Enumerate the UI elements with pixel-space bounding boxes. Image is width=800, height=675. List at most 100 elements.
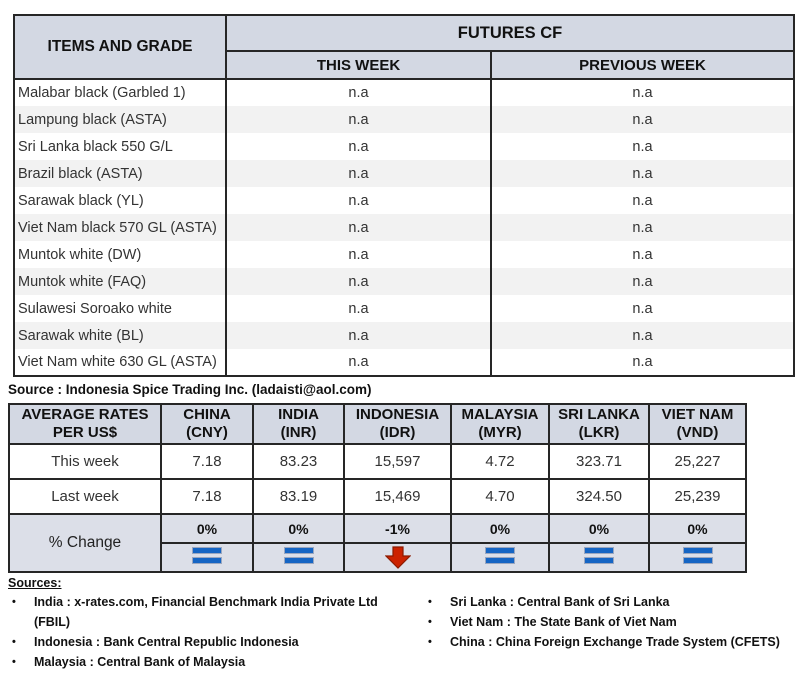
item-cell: Lampung black (ASTA) bbox=[13, 106, 227, 133]
rate-cell: 83.19 bbox=[252, 478, 345, 515]
source-note: Source : Indonesia Spice Trading Inc. (l… bbox=[8, 382, 372, 397]
rates-header-line1: AVERAGE RATES bbox=[21, 406, 149, 423]
source-item: • Malaysia : Central Bank of Malaysia bbox=[8, 652, 416, 672]
pct-cell: 0% bbox=[160, 513, 254, 544]
item-cell: Malabar black (Garbled 1) bbox=[13, 79, 227, 106]
item-cell: Muntok white (FAQ) bbox=[13, 268, 227, 295]
rate-cell: 7.18 bbox=[160, 443, 254, 480]
previous-week-cell: n.a bbox=[490, 295, 795, 322]
table-row: Sarawak black (YL) n.a n.a bbox=[13, 187, 795, 214]
country-header-sri-lanka: SRI LANKA (LKR) bbox=[548, 403, 650, 445]
sources-heading: Sources: bbox=[8, 576, 62, 590]
sources-list-left: • India : x-rates.com, Financial Benchmar… bbox=[8, 592, 416, 672]
trend-cell bbox=[252, 542, 345, 573]
this-week-cell: n.a bbox=[225, 322, 492, 349]
trend-cell bbox=[160, 542, 254, 573]
item-cell: Sulawesi Soroako white bbox=[13, 295, 227, 322]
previous-week-cell: n.a bbox=[490, 160, 795, 187]
rate-cell: 324.50 bbox=[548, 478, 650, 515]
this-week-cell: n.a bbox=[225, 295, 492, 322]
previous-week-cell: n.a bbox=[490, 106, 795, 133]
previous-week-cell: n.a bbox=[490, 241, 795, 268]
table-row: Sri Lanka black 550 G/L n.a n.a bbox=[13, 133, 795, 160]
rate-cell: 25,227 bbox=[648, 443, 747, 480]
rate-cell: 4.72 bbox=[450, 443, 550, 480]
source-item: • Viet Nam : The State Bank of Viet Nam bbox=[424, 612, 794, 632]
item-cell: Muntok white (DW) bbox=[13, 241, 227, 268]
country-header-china: CHINA (CNY) bbox=[160, 403, 254, 445]
rate-cell: 323.71 bbox=[548, 443, 650, 480]
futures-cf-header: FUTURES CF bbox=[225, 14, 795, 52]
pct-cell: -1% bbox=[343, 513, 452, 544]
equal-icon bbox=[192, 546, 222, 564]
previous-week-cell: n.a bbox=[490, 133, 795, 160]
row-label: Last week bbox=[8, 478, 162, 515]
bullet-icon: • bbox=[12, 636, 16, 648]
pct-cell: 0% bbox=[252, 513, 345, 544]
item-cell: Viet Nam white 630 GL (ASTA) bbox=[13, 349, 227, 376]
sources-list-right: • Sri Lanka : Central Bank of Sri Lanka •… bbox=[416, 592, 794, 672]
rates-corner-header: AVERAGE RATES PER US$ bbox=[8, 403, 162, 445]
table-row: Sulawesi Soroako white n.a n.a bbox=[13, 295, 795, 322]
trend-cell bbox=[343, 542, 452, 573]
country-header-viet-nam: VIET NAM (VND) bbox=[648, 403, 747, 445]
table-row: Malabar black (Garbled 1) n.a n.a bbox=[13, 79, 795, 106]
previous-week-cell: n.a bbox=[490, 214, 795, 241]
table-row: Muntok white (DW) n.a n.a bbox=[13, 241, 795, 268]
bullet-icon: • bbox=[12, 596, 16, 608]
this-week-row: This week 7.18 83.23 15,597 4.72 323.71 … bbox=[8, 443, 747, 480]
previous-week-cell: n.a bbox=[490, 349, 795, 376]
rate-cell: 7.18 bbox=[160, 478, 254, 515]
pct-cell: 0% bbox=[450, 513, 550, 544]
this-week-cell: n.a bbox=[225, 187, 492, 214]
pct-change-row: % Change 0% 0% -1% 0% 0% 0% bbox=[8, 513, 747, 573]
country-header-malaysia: MALAYSIA (MYR) bbox=[450, 403, 550, 445]
rate-cell: 25,239 bbox=[648, 478, 747, 515]
row-label: This week bbox=[8, 443, 162, 480]
previous-week-cell: n.a bbox=[490, 79, 795, 106]
this-week-cell: n.a bbox=[225, 268, 492, 295]
this-week-cell: n.a bbox=[225, 214, 492, 241]
equal-icon bbox=[584, 546, 614, 564]
item-cell: Viet Nam black 570 GL (ASTA) bbox=[13, 214, 227, 241]
table-row: Sarawak white (BL) n.a n.a bbox=[13, 322, 795, 349]
country-header-indonesia: INDONESIA (IDR) bbox=[343, 403, 452, 445]
average-rates-table: AVERAGE RATES PER US$ CHINA (CNY) INDIA … bbox=[8, 403, 747, 573]
bullet-icon: • bbox=[428, 636, 432, 648]
table-row: Brazil black (ASTA) n.a n.a bbox=[13, 160, 795, 187]
source-item: • Indonesia : Bank Central Republic Indon… bbox=[8, 632, 416, 652]
table-row: Viet Nam black 570 GL (ASTA) n.a n.a bbox=[13, 214, 795, 241]
previous-week-header: PREVIOUS WEEK bbox=[490, 50, 795, 80]
trend-cell bbox=[648, 542, 747, 573]
this-week-cell: n.a bbox=[225, 133, 492, 160]
rates-header-line2: PER US$ bbox=[52, 424, 118, 441]
previous-week-cell: n.a bbox=[490, 268, 795, 295]
item-cell: Sarawak black (YL) bbox=[13, 187, 227, 214]
items-and-grade-header: ITEMS AND GRADE bbox=[13, 14, 227, 80]
this-week-cell: n.a bbox=[225, 241, 492, 268]
source-item: • Sri Lanka : Central Bank of Sri Lanka bbox=[424, 592, 794, 612]
item-cell: Brazil black (ASTA) bbox=[13, 160, 227, 187]
rate-cell: 4.70 bbox=[450, 478, 550, 515]
table-row: Muntok white (FAQ) n.a n.a bbox=[13, 268, 795, 295]
equal-icon bbox=[485, 546, 515, 564]
item-cell: Sri Lanka black 550 G/L bbox=[13, 133, 227, 160]
this-week-cell: n.a bbox=[225, 106, 492, 133]
rate-cell: 15,597 bbox=[343, 443, 452, 480]
trend-cell bbox=[450, 542, 550, 573]
trend-cell bbox=[548, 542, 650, 573]
trend-icon-row bbox=[9, 542, 747, 573]
bullet-icon: • bbox=[12, 656, 16, 668]
rate-cell: 15,469 bbox=[343, 478, 452, 515]
this-week-cell: n.a bbox=[225, 349, 492, 376]
previous-week-cell: n.a bbox=[490, 187, 795, 214]
pct-cell: 0% bbox=[648, 513, 747, 544]
this-week-cell: n.a bbox=[225, 160, 492, 187]
bullet-icon: • bbox=[428, 616, 432, 628]
item-cell: Sarawak white (BL) bbox=[13, 322, 227, 349]
source-item: • China : China Foreign Exchange Trade Sy… bbox=[424, 632, 794, 652]
this-week-header: THIS WEEK bbox=[225, 50, 492, 80]
futures-table: ITEMS AND GRADE FUTURES CF THIS WEEK PRE… bbox=[13, 14, 795, 377]
source-item: • India : x-rates.com, Financial Benchmar… bbox=[8, 592, 416, 632]
